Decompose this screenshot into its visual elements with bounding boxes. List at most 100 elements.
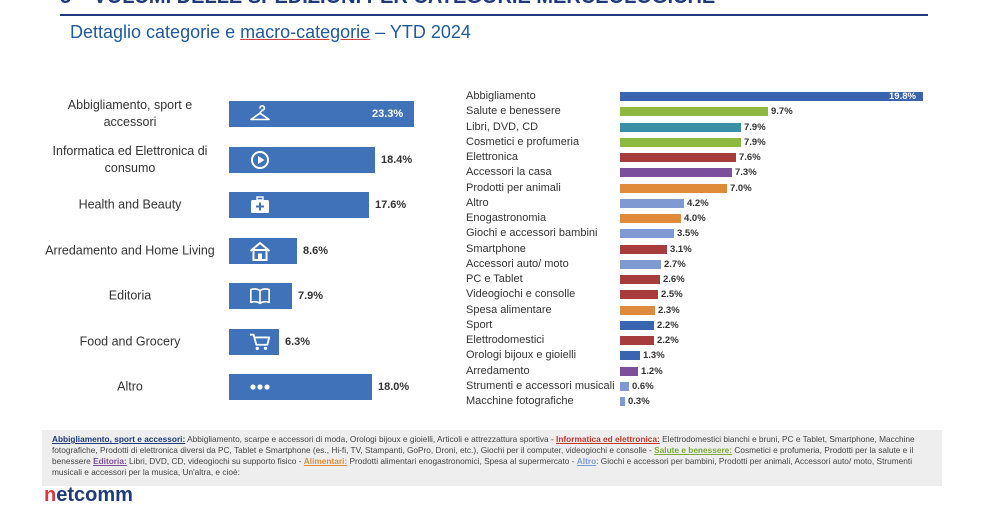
category-label: Accessori la casa <box>466 166 552 178</box>
category-value-label: 3.5% <box>677 228 699 239</box>
category-value-label: 2.5% <box>661 289 683 300</box>
category-bar <box>620 321 654 330</box>
slide-title: 3 – VOLUMI DELLE SPEDIZIONI PER CATEGORI… <box>60 0 715 9</box>
category-row-altro: Altro 4.2% <box>462 196 982 211</box>
macro-value-label: 18.0% <box>378 381 410 393</box>
house-icon <box>249 241 271 261</box>
category-bar <box>620 184 727 193</box>
category-label: Spesa alimentare <box>466 304 552 316</box>
logo-letter: m <box>115 484 133 506</box>
category-label: Macchine fotografiche <box>466 395 574 407</box>
shopping-cart-icon <box>249 332 271 352</box>
category-bar <box>620 336 654 345</box>
footer-text-informatica: Elettrodomestici bianchi e bruni, PC e T… <box>52 434 915 455</box>
category-row-abbigliamento: Abbigliamento 19.8% <box>462 89 982 104</box>
category-label: Giochi e accessori bambini <box>466 227 598 239</box>
category-row-orologi-bijoux-e-gioielli: Orologi bijoux e gioielli 1.3% <box>462 348 982 363</box>
macro-category-label: Informatica ed Elettronica di consumo <box>52 144 208 175</box>
hanger-icon <box>249 104 271 124</box>
logo-letter: m <box>97 484 116 506</box>
category-row-cosmetici-e-profumeria: Cosmetici e profumeria 7.9% <box>462 135 982 150</box>
footer-key-editoria: Editoria: <box>93 456 127 466</box>
category-value-label: 1.3% <box>643 350 665 361</box>
footer-text-salute: Cosmetici e profumeria, Prodotti per la … <box>52 445 914 466</box>
macro-bar <box>229 283 292 309</box>
macro-bar <box>229 374 372 400</box>
category-row-sport: Sport 2.2% <box>462 318 982 333</box>
category-label: Abbigliamento <box>466 90 536 102</box>
footer-text-editoria: Libri, DVD, CD, videogiochi su supporto … <box>126 456 304 466</box>
macro-row-arredamento-and-home-living: Arredamento and Home Living 8.6% <box>40 238 440 264</box>
footer-key-altro: Altro <box>576 456 597 466</box>
category-row-accessori-la-casa: Accessori la casa 7.3% <box>462 165 982 180</box>
logo-letter: t <box>67 484 75 506</box>
category-bar <box>620 138 741 147</box>
footer-text-altro: : Giochi e accessori per bambini, Prodot… <box>52 456 913 477</box>
category-bar <box>620 199 684 208</box>
footer-legend: Abbigliamento, sport e accessori: Abbigl… <box>42 430 942 486</box>
category-bar <box>620 153 736 162</box>
category-label: Orologi bijoux e gioielli <box>466 349 577 361</box>
category-bar <box>620 397 625 406</box>
macro-category-chart: Abbigliamento, sport e accessori 23.3% Inf… <box>40 88 440 418</box>
category-row-arredamento: Arredamento 1.2% <box>462 364 982 379</box>
category-value-label: 7.3% <box>735 167 757 178</box>
category-value-label: 3.1% <box>670 244 692 255</box>
macro-value-label: 18.4% <box>381 154 413 166</box>
category-bar <box>620 306 655 315</box>
category-value-label: 0.6% <box>632 381 654 392</box>
category-row-elettrodomestici: Elettrodomestici 2.2% <box>462 333 982 348</box>
category-row-strumenti-e-accessori-musicali: Strumenti e accessori musicali 0.6% <box>462 379 982 394</box>
bottom-strip <box>0 486 1000 500</box>
macro-value-label: 7.9% <box>298 290 324 302</box>
category-value-label: 2.6% <box>663 274 685 285</box>
macro-category-label: Altro <box>117 379 143 394</box>
category-label: Prodotti per animali <box>466 182 561 194</box>
category-value-label: 2.3% <box>658 305 680 316</box>
macro-row-health-and-beauty: Health and Beauty 17.6% <box>40 192 440 218</box>
chart-subtitle: Dettaglio categorie e macro-categorie – … <box>70 22 471 43</box>
category-row-macchine-fotografiche: Macchine fotografiche 0.3% <box>462 394 982 409</box>
category-label: Salute e benessere <box>466 105 561 117</box>
macro-row-abbigliamento-sport-e-accessori: Abbigliamento, sport e accessori 23.3% <box>40 98 440 129</box>
macro-bar <box>229 147 375 173</box>
category-value-label: 0.3% <box>628 396 650 407</box>
category-value-label: 2.2% <box>657 335 679 346</box>
macro-value-label: 17.6% <box>375 199 407 211</box>
category-label: Accessori auto/ moto <box>466 258 569 270</box>
category-label: PC e Tablet <box>466 273 523 285</box>
play-button-icon <box>249 150 271 170</box>
logo-letter: e <box>56 484 68 506</box>
category-value-label: 19.8% <box>889 91 916 102</box>
category-bar <box>620 245 667 254</box>
macro-category-label: Health and Beauty <box>78 197 182 212</box>
category-value-label: 1.2% <box>641 366 663 377</box>
macro-row-informatica-ed-elettronica-di-consumo: Informatica ed Elettronica di consumo 18.… <box>40 144 440 175</box>
subtitle-part-3: – YTD 2024 <box>370 22 471 42</box>
category-row-smartphone: Smartphone 3.1% <box>462 242 982 257</box>
category-label: Sport <box>466 319 493 331</box>
category-bar <box>620 351 640 360</box>
category-label: Arredamento <box>466 365 530 377</box>
category-label: Libri, DVD, CD <box>466 121 539 133</box>
macro-bar <box>229 238 297 264</box>
category-label: Elettrodomestici <box>466 334 545 346</box>
category-row-enogastronomia: Enogastronomia 4.0% <box>462 211 982 226</box>
category-label: Videogiochi e consolle <box>466 288 576 300</box>
category-row-accessori-auto-moto: Accessori auto/ moto 2.7% <box>462 257 982 272</box>
category-label: Smartphone <box>466 243 526 255</box>
macro-row-food-and-grocery: Food and Grocery 6.3% <box>40 329 440 355</box>
category-label: Cosmetici e profumeria <box>466 136 580 148</box>
category-label: Altro <box>466 197 489 209</box>
macro-row-editoria: Editoria 7.9% <box>40 283 440 309</box>
category-value-label: 7.6% <box>739 152 761 163</box>
macro-category-label: Arredamento and Home Living <box>45 243 215 258</box>
macro-category-label: Abbigliamento, sport e accessori <box>67 98 193 129</box>
category-value-label: 4.0% <box>684 213 706 224</box>
macro-value-label: 6.3% <box>285 336 311 348</box>
footer-key-informatica: Informatica ed elettronica: <box>556 434 660 444</box>
category-row-videogiochi-e-consolle: Videogiochi e consolle 2.5% <box>462 287 982 302</box>
category-value-label: 7.9% <box>744 122 766 133</box>
category-value-label: 2.7% <box>664 259 686 270</box>
ellipsis-icon <box>249 377 271 397</box>
